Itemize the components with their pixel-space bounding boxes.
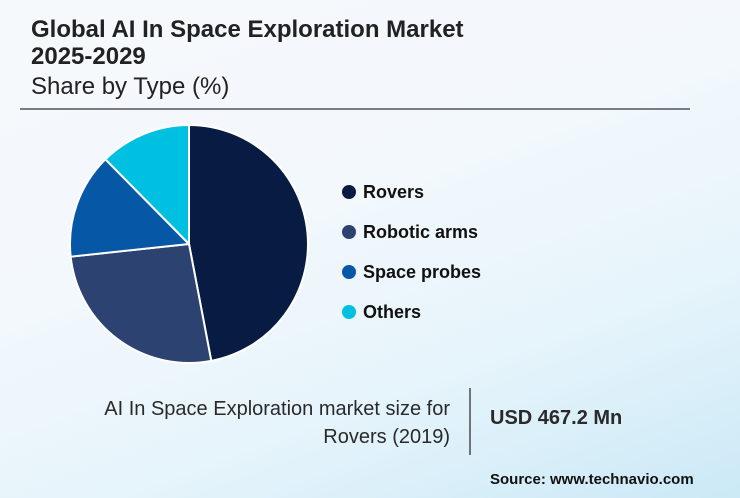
pie-chart bbox=[69, 124, 309, 364]
pie-slice-robotic-arms bbox=[69, 243, 213, 364]
title-divider bbox=[20, 108, 690, 110]
legend-dot-icon bbox=[342, 225, 356, 239]
pie-slice-others bbox=[104, 124, 190, 245]
chart-title-line2: 2025-2029 bbox=[31, 43, 146, 70]
legend-item-others: Others bbox=[342, 292, 481, 332]
chart-title: Global AI In Space Exploration Market 20… bbox=[31, 16, 464, 70]
legend-dot-icon bbox=[342, 185, 356, 199]
pie-slice-rovers bbox=[188, 124, 309, 362]
market-size-label-line1: AI In Space Exploration market size for bbox=[104, 398, 450, 420]
legend-item-robotic-arms: Robotic arms bbox=[342, 212, 481, 252]
legend-item-rovers: Rovers bbox=[342, 172, 481, 212]
chart-subtitle: Share by Type (%) bbox=[31, 73, 230, 100]
stat-divider bbox=[469, 388, 471, 455]
source-note: Source: www.technavio.com bbox=[490, 471, 694, 488]
legend-label: Space probes bbox=[363, 261, 482, 282]
market-size-label: AI In Space Exploration market size for … bbox=[30, 395, 450, 451]
legend-label: Robotic arms bbox=[363, 221, 479, 242]
legend-dot-icon bbox=[342, 305, 356, 319]
legend-label: Rovers bbox=[363, 181, 425, 202]
market-size-label-line2: Rovers (2019) bbox=[323, 426, 450, 448]
legend-item-space-probes: Space probes bbox=[342, 252, 481, 292]
market-size-value: USD 467.2 Mn bbox=[490, 407, 623, 429]
chart-legend: Rovers Robotic arms Space probes Others bbox=[342, 172, 481, 332]
pie-slice-space-probes bbox=[69, 158, 190, 258]
legend-label: Others bbox=[363, 301, 422, 322]
chart-title-line1: Global AI In Space Exploration Market bbox=[31, 16, 464, 43]
legend-dot-icon bbox=[342, 265, 356, 279]
